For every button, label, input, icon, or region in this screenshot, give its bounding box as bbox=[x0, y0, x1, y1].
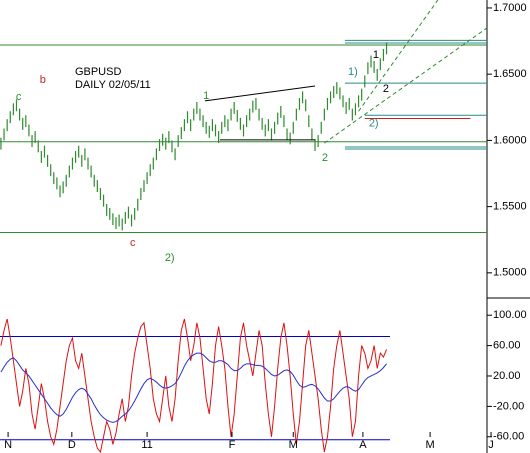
annotation: 2) bbox=[165, 252, 175, 264]
x-tick-label: J bbox=[488, 439, 494, 451]
y-tick-label: -60.00 bbox=[493, 431, 524, 443]
annotation: 1 bbox=[373, 49, 379, 61]
y-tick-label: 1.5500 bbox=[493, 201, 527, 213]
oscillator-line bbox=[0, 318, 388, 453]
trend-line bbox=[358, 0, 439, 112]
x-tick-label: N bbox=[4, 439, 12, 451]
y-tick-label: 1.7000 bbox=[493, 2, 527, 14]
oscillator-line bbox=[0, 352, 387, 423]
trend-line bbox=[324, 27, 488, 144]
annotation: GBPUSD bbox=[75, 66, 122, 78]
x-tick-label: M bbox=[289, 439, 298, 451]
trend-line bbox=[204, 85, 316, 102]
annotation: 1) bbox=[348, 66, 358, 78]
annotation: b bbox=[40, 74, 46, 86]
annotation: 1 bbox=[203, 90, 209, 102]
annotation: c bbox=[130, 237, 136, 249]
x-tick-label: F bbox=[229, 439, 236, 451]
annotation: 2 bbox=[383, 83, 389, 95]
y-tick-label: 100.00 bbox=[493, 309, 527, 321]
y-tick-label: 60.00 bbox=[493, 339, 521, 351]
y-tick-label: 20.00 bbox=[493, 370, 521, 382]
x-tick-label: D bbox=[68, 439, 76, 451]
annotation: 2) bbox=[369, 118, 379, 130]
x-tick-label: 11 bbox=[141, 439, 152, 451]
x-tick-label: M bbox=[426, 439, 435, 451]
annotation: c bbox=[16, 91, 22, 103]
annotation: DAILY 02/05/11 bbox=[75, 79, 151, 91]
y-tick-label: 1.5000 bbox=[493, 267, 527, 279]
y-tick-label: 1.6000 bbox=[493, 134, 527, 146]
y-tick-label: 1.6500 bbox=[493, 68, 527, 80]
annotation: 2 bbox=[322, 152, 328, 164]
y-tick-label: -20.00 bbox=[493, 400, 524, 412]
x-tick-label: A bbox=[359, 439, 367, 451]
